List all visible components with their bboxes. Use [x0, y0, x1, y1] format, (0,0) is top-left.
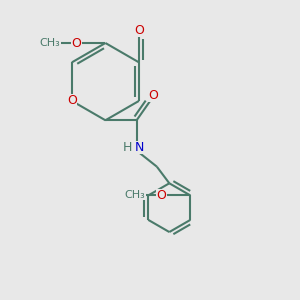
Text: O: O: [148, 89, 158, 102]
Text: O: O: [71, 37, 81, 50]
Text: CH₃: CH₃: [125, 190, 146, 200]
Text: O: O: [156, 189, 166, 202]
Text: CH₃: CH₃: [40, 38, 61, 48]
Text: H: H: [123, 141, 132, 154]
Text: O: O: [67, 94, 77, 107]
Text: O: O: [134, 24, 144, 37]
Text: N: N: [135, 141, 144, 154]
